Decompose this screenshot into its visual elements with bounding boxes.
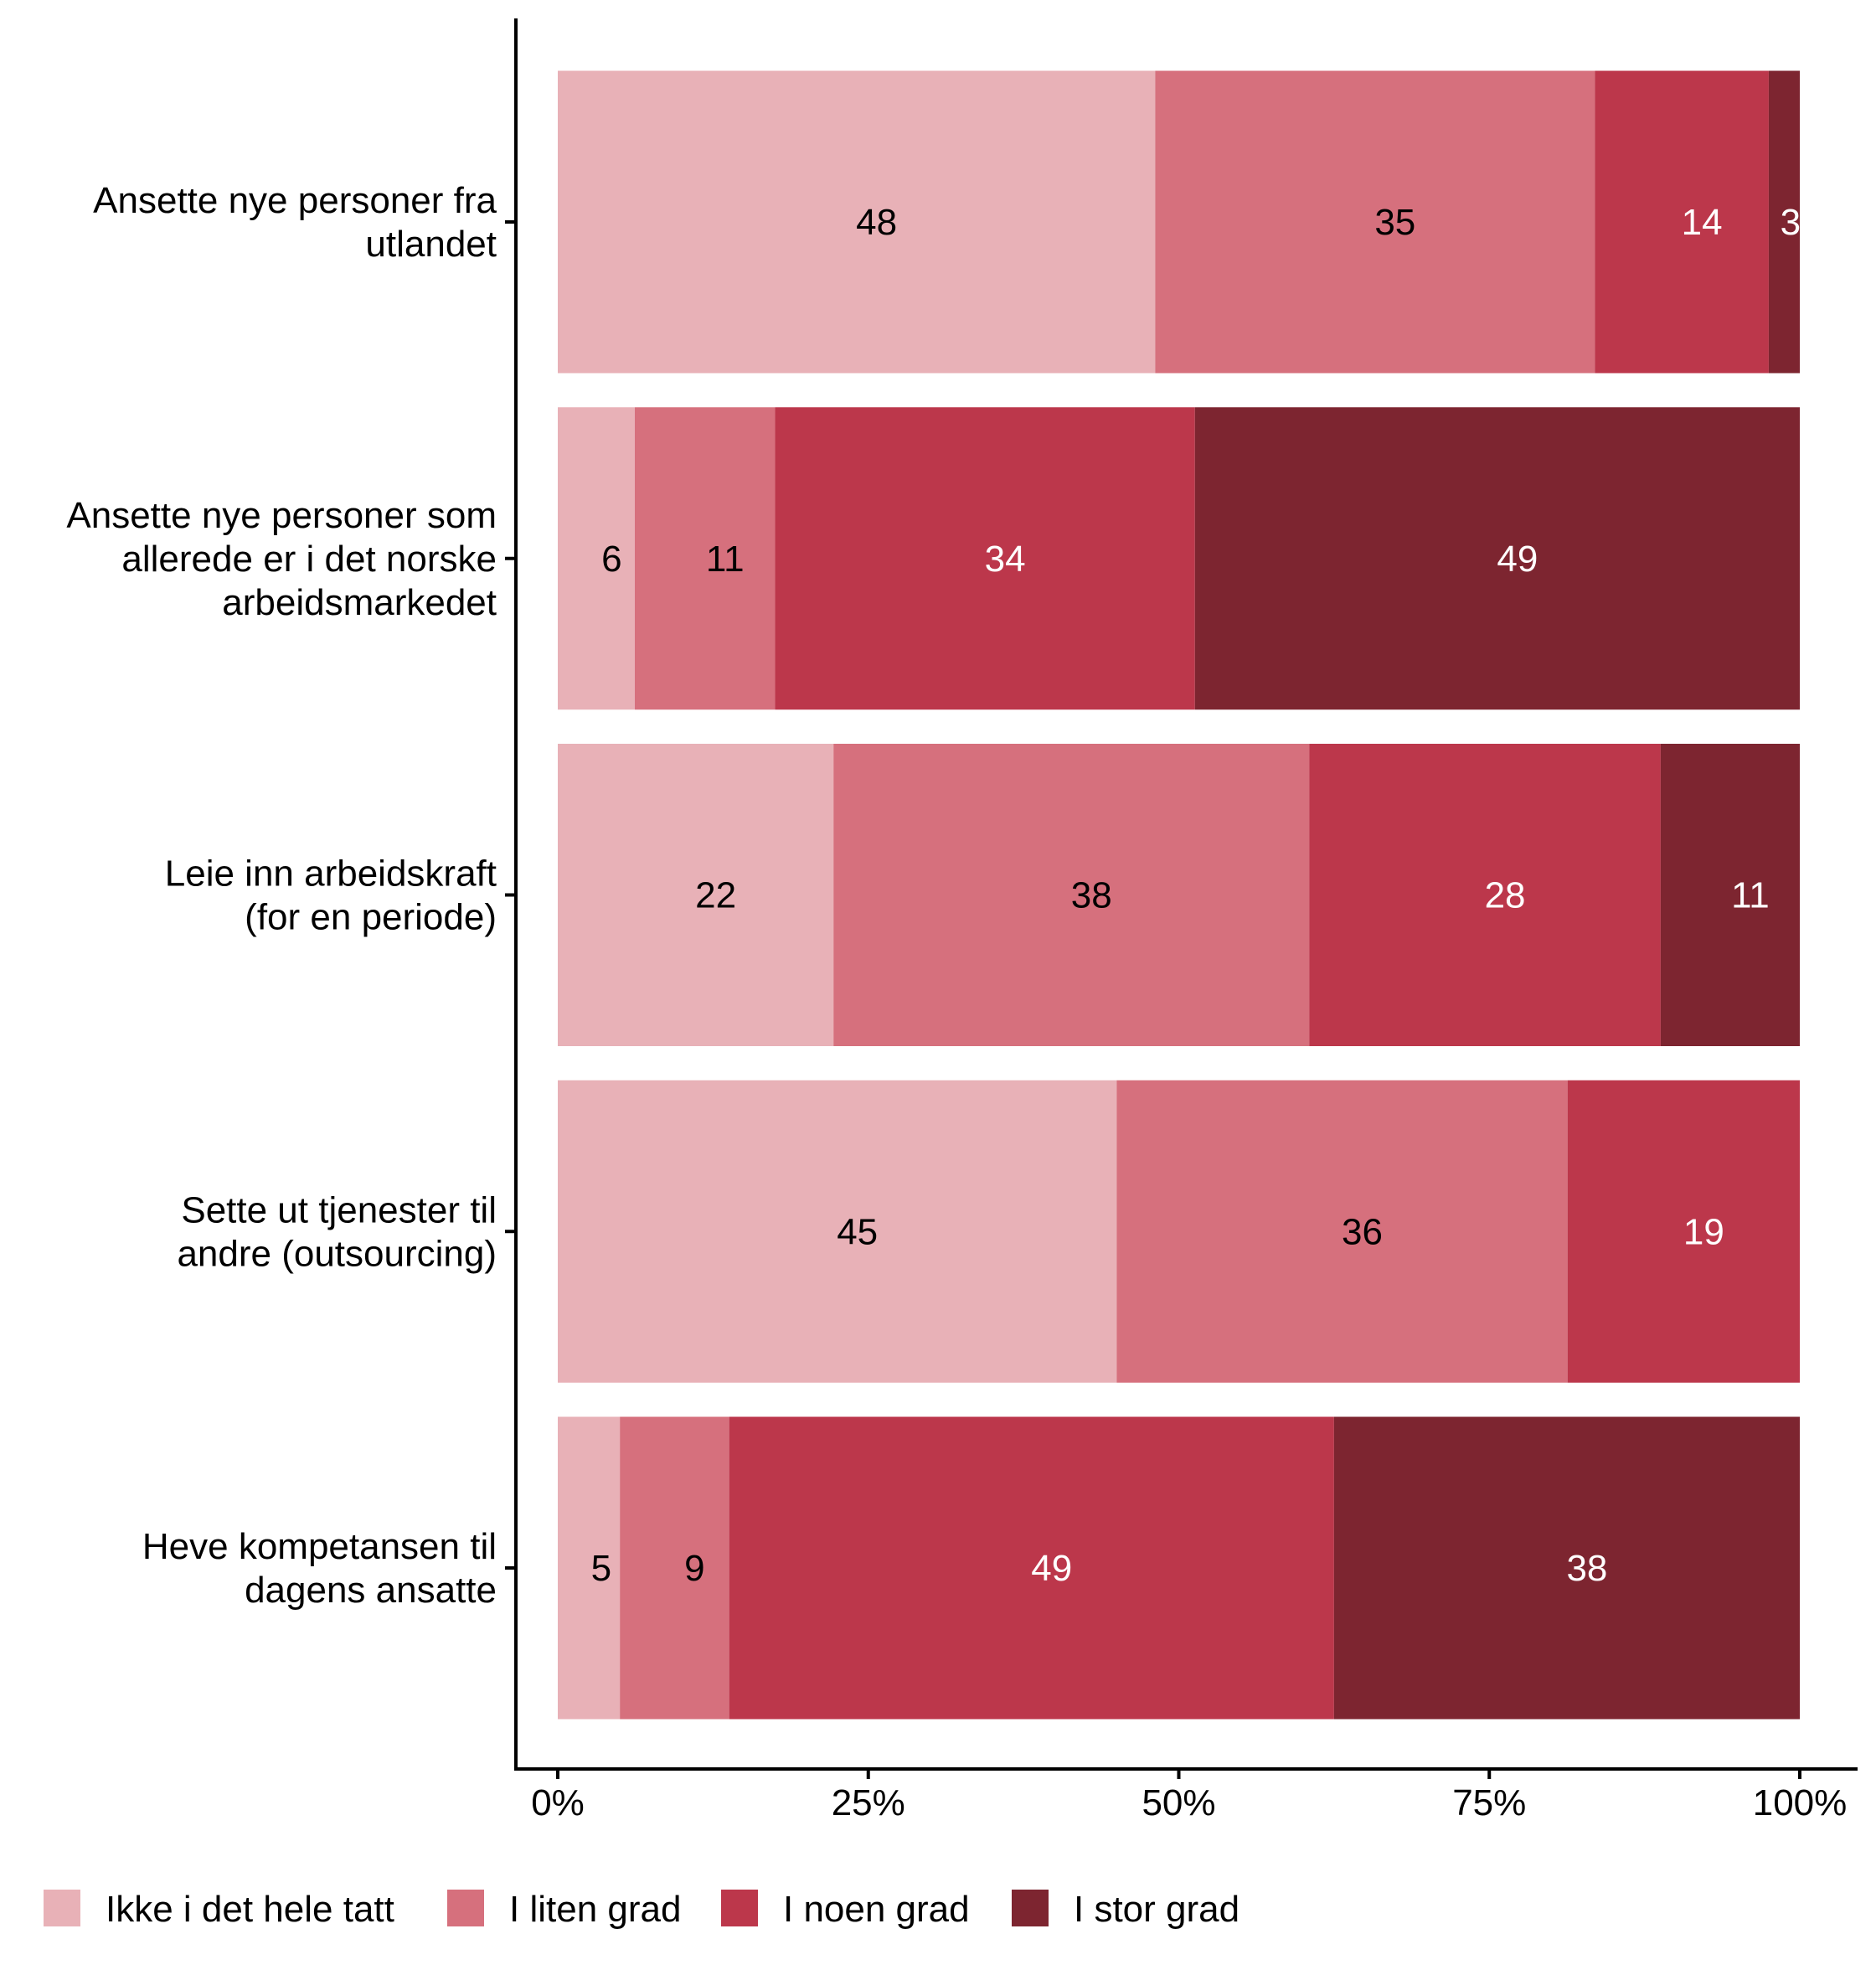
bar-segment	[1155, 70, 1595, 374]
bar-segment	[558, 70, 1156, 374]
bar-value-label: 11	[1731, 875, 1770, 916]
category-label: Ansette nye personer som allerede er i de…	[66, 495, 497, 623]
category-label: Heve kompetansen til dagens ansatte	[142, 1526, 497, 1611]
bar-value-label: 19	[1683, 1211, 1724, 1252]
bar-row: 22 38 28 11	[558, 744, 1800, 1046]
bar-segment	[775, 407, 1195, 710]
legend-item: I liten grad	[447, 1889, 681, 1930]
bar-value-label: 36	[1342, 1211, 1383, 1252]
bar-value-label: 6	[601, 539, 621, 580]
bar-value-label: 14	[1682, 202, 1723, 243]
ticks-layer: Ansette nye personer fra utlandetAnsette …	[66, 180, 1847, 1823]
bar-segment	[558, 1080, 1117, 1383]
bar-value-label: 3	[1781, 202, 1801, 243]
category-label-line: andre (outsourcing)	[177, 1233, 497, 1274]
category-label: Ansette nye personer fra utlandet	[93, 180, 497, 265]
category-label-line: Ansette nye personer fra	[93, 180, 497, 221]
bar-value-label: 11	[706, 539, 745, 580]
category-label-line: Leie inn arbeidskraft	[165, 853, 497, 895]
legend-swatch	[447, 1890, 484, 1926]
legend-item: Ikke i det hele tatt	[44, 1889, 394, 1930]
bar-value-label: 38	[1071, 875, 1112, 916]
bar-segment	[1660, 744, 1800, 1046]
bar-segment	[620, 1416, 729, 1720]
category-label: Leie inn arbeidskraft (for en periode)	[165, 853, 497, 938]
bar-segment	[1567, 1080, 1800, 1383]
bar-row: 5 9 49 38	[558, 1416, 1800, 1720]
legend-swatch	[721, 1890, 758, 1926]
category-label-line: utlandet	[365, 224, 497, 265]
category-label-line: arbeidsmarkedet	[222, 582, 497, 623]
x-tick-label: 50%	[1142, 1782, 1215, 1823]
legend-item: I noen grad	[721, 1889, 970, 1930]
bar-value-label: 5	[591, 1548, 611, 1589]
bar-segment	[634, 407, 776, 710]
legend-label: I noen grad	[783, 1889, 970, 1930]
bar-segment	[558, 1416, 621, 1720]
legend-swatch	[1012, 1890, 1049, 1926]
bar-value-label: 34	[985, 539, 1026, 580]
x-tick-label: 75%	[1452, 1782, 1526, 1823]
legend-label: Ikke i det hele tatt	[106, 1889, 394, 1930]
bar-segment	[1333, 1416, 1800, 1720]
bar-segment	[558, 407, 635, 710]
bar-segment	[1194, 407, 1800, 710]
x-tick-label: 25%	[832, 1782, 905, 1823]
category-label-line: (for en periode)	[245, 897, 497, 938]
legend-label: I stor grad	[1074, 1889, 1240, 1930]
bar-segment	[729, 1416, 1334, 1720]
bar-value-label: 9	[684, 1548, 704, 1589]
bar-row: 48 35 14 3	[558, 70, 1801, 374]
bar-segment	[558, 744, 834, 1046]
bar-value-label: 49	[1497, 539, 1538, 580]
bar-value-label: 48	[856, 202, 897, 243]
category-label-line: Ansette nye personer som	[66, 495, 497, 536]
bar-segment	[1309, 744, 1661, 1046]
bar-segment	[1116, 1080, 1568, 1383]
category-label: Sette ut tjenester til andre (outsourcing…	[177, 1189, 497, 1274]
legend-item: I stor grad	[1012, 1889, 1240, 1930]
category-label-line: Sette ut tjenester til	[181, 1189, 497, 1230]
category-label-line: dagens ansatte	[245, 1570, 497, 1611]
x-tick-label: 0%	[531, 1782, 585, 1823]
bar-segment	[1595, 70, 1769, 374]
bar-value-label: 38	[1566, 1548, 1607, 1589]
bar-segment	[1768, 70, 1800, 374]
bar-value-label: 22	[695, 875, 736, 916]
bar-value-label: 45	[837, 1211, 878, 1252]
category-label-line: Heve kompetansen til	[142, 1526, 497, 1567]
x-tick-label: 100%	[1753, 1782, 1848, 1823]
bar-segment	[833, 744, 1310, 1046]
legend-label: I liten grad	[509, 1889, 681, 1930]
legend-swatch	[44, 1890, 80, 1926]
bar-row: 6 11 34 49	[558, 407, 1800, 710]
bar-row: 45 36 19	[558, 1080, 1800, 1383]
category-label-line: allerede er i det norske	[121, 539, 497, 580]
bar-value-label: 28	[1485, 875, 1526, 916]
legend: Ikke i det hele tatt I liten grad I noen g…	[44, 1889, 1240, 1930]
bar-value-label: 49	[1031, 1548, 1072, 1589]
bar-value-label: 35	[1374, 202, 1415, 243]
